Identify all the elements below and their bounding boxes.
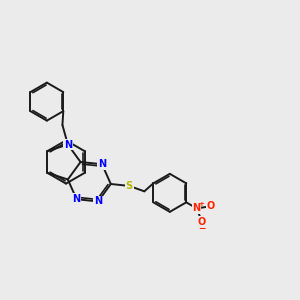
Text: N: N <box>94 196 102 206</box>
Text: −: − <box>198 224 206 233</box>
Text: N: N <box>98 159 106 169</box>
Text: N: N <box>64 140 72 149</box>
Text: O: O <box>198 217 206 227</box>
Text: N: N <box>193 203 201 213</box>
Text: +: + <box>198 201 204 207</box>
Text: O: O <box>207 201 215 211</box>
Text: S: S <box>126 181 133 191</box>
Text: N: N <box>73 194 81 204</box>
